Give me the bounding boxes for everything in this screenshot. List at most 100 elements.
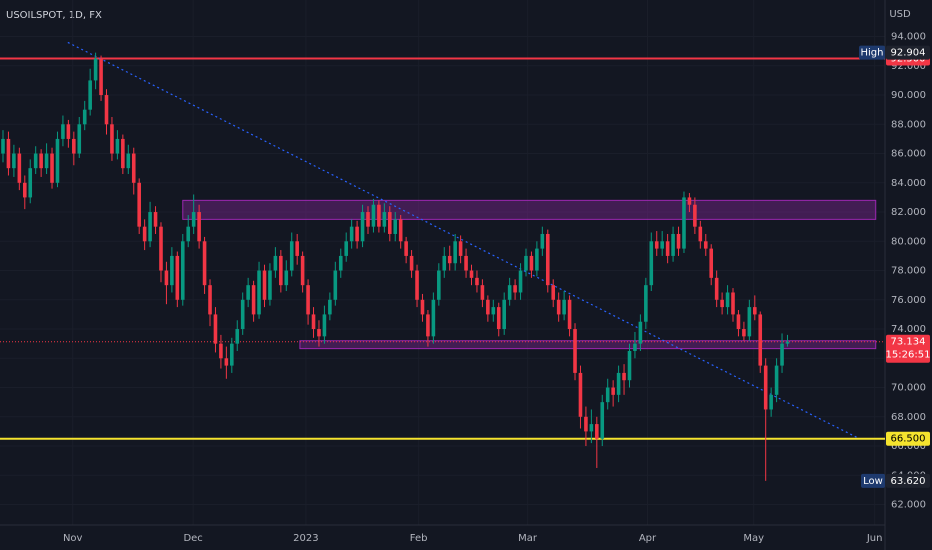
candle-body [725,292,730,308]
candle-body [458,241,463,256]
y-tick-label: 66.000 [891,441,926,452]
candle-body [180,241,185,300]
candle-body [295,241,299,256]
candle-body [714,277,719,300]
candle-body [709,248,714,278]
candle-body [595,424,599,439]
low-name: Low [863,476,883,487]
candle-body [567,299,572,330]
candle-body [251,285,256,315]
candle-body [535,248,539,271]
y-tick-label: 88.000 [891,119,926,130]
y-tick-label: 76.000 [891,295,926,306]
candle-body [50,153,54,183]
candle-body [44,153,49,169]
candle-body [33,153,38,169]
y-tick-label: 70.000 [891,383,926,394]
candle-body [507,285,512,300]
candle-body [529,255,534,271]
candle-body [257,270,261,315]
candle-body [491,307,496,315]
candle-body [104,95,109,125]
high-badge [886,45,930,60]
candle-body [774,365,779,395]
y-tick-label: 84.000 [891,178,926,189]
y-tick-label: 82.000 [891,207,926,218]
candle-body [230,343,234,366]
candle-body [589,424,594,432]
x-tick-label: Apr [639,533,657,544]
candle-body [742,329,746,337]
candle-body [322,314,327,337]
candle-body [556,299,561,315]
candle-body [284,270,289,286]
candle-body [148,212,152,242]
candle-body [475,277,479,286]
x-tick-label: Feb [410,533,428,544]
candle-body [638,321,643,344]
candle-body [72,138,76,154]
candle-body [273,255,278,271]
candle-body [88,80,92,110]
candle-body [562,299,566,315]
candle-body [627,350,632,381]
level-label: 66.500 [891,434,926,445]
candle-body [82,109,87,125]
candle-body [693,204,697,227]
low-badge [886,473,930,488]
candle-body [649,241,654,286]
candle-body [268,270,272,300]
candle-body [758,314,763,366]
candle-body [404,241,408,256]
candle-body [682,197,686,249]
candle-body [202,241,207,286]
candle-body [126,153,131,169]
candle-body [110,124,114,154]
candle-body [175,255,180,300]
candle-body [311,314,316,330]
candle-body [393,219,398,234]
x-tick-label: Nov [63,533,83,544]
high-name-badge [859,45,885,60]
candle-body [415,270,419,300]
candle-body [142,226,147,242]
y-tick-label: 78.000 [891,266,926,277]
candle-body [219,343,223,359]
candle-body [616,372,621,395]
x-tick-label: 2023 [293,533,318,544]
candle-body [654,241,659,249]
candle-body [736,314,741,330]
candle-body [540,233,545,249]
candle-body [426,314,430,337]
candle-body [77,124,82,154]
low-label: 63.620 [891,476,926,487]
candle-body [170,255,174,286]
candle-body [437,270,441,300]
candle-body [703,241,708,249]
candle-body [480,285,485,300]
candle-body [28,168,33,198]
candle-body [573,329,577,373]
candle-body [93,58,98,81]
candle-body [12,153,16,169]
candle-body [447,255,452,264]
candle-body [355,226,359,242]
candle-body [671,233,675,256]
candle-body [382,212,387,227]
candle-body [763,365,768,410]
last-price-badge [886,334,930,363]
candle-body [360,212,365,242]
candle-body [349,226,354,242]
candle-body [1,138,5,154]
candle-body [496,307,501,330]
candle-body [153,212,158,227]
symbol-title: USOILSPOT, 1D, FX [6,10,102,21]
candle-body [39,153,43,169]
candle-body [366,212,370,227]
candle-body [409,255,414,271]
candle-body [137,182,141,227]
candle-body [344,241,349,256]
zone [182,199,877,220]
candle-body [121,138,125,169]
candle-body [769,394,773,410]
